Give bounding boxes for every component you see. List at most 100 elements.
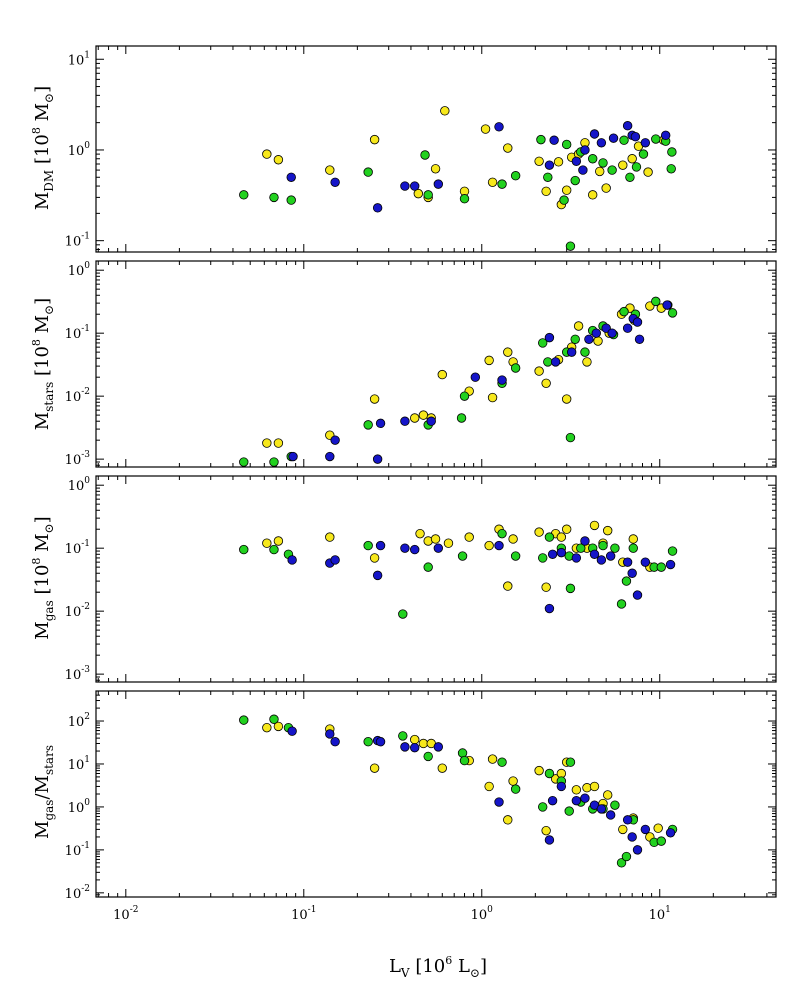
data-point [410, 544, 420, 555]
data-point [534, 366, 544, 376]
data-point [651, 296, 661, 307]
data-point [413, 188, 424, 199]
data-point [543, 172, 553, 182]
series-blue [286, 121, 671, 213]
data-point [534, 156, 544, 166]
x-tick-label: 10-2 [113, 905, 138, 923]
y-tick-label: 10-1 [65, 232, 90, 250]
data-point [410, 734, 420, 745]
data-point [325, 451, 335, 462]
data-point [487, 392, 498, 403]
y-tick-label: 10-2 [65, 602, 90, 620]
data-point [667, 147, 677, 157]
data-point [598, 540, 608, 551]
data-point [423, 190, 433, 200]
data-point [541, 825, 551, 836]
data-point [269, 544, 279, 555]
data-point [621, 851, 632, 862]
data-point [273, 438, 284, 448]
panel-ratio: 10-2 10-1 100 101 10-2 10-1 100 101 102 [65, 690, 777, 923]
data-point [565, 583, 576, 594]
data-point [415, 528, 425, 539]
data-point [400, 543, 410, 553]
data-point [372, 203, 383, 213]
data-point [595, 166, 605, 177]
y-axis-label-dm: MDM [108 M⊙] [30, 86, 56, 210]
data-point [638, 149, 649, 159]
data-point [433, 179, 444, 189]
data-point [547, 549, 558, 559]
data-point [459, 391, 470, 401]
data-point [536, 134, 546, 145]
data-point [369, 763, 380, 773]
data-point [643, 167, 653, 177]
series-green [239, 134, 677, 251]
data-point [544, 160, 555, 170]
data-point [561, 185, 572, 195]
data-point [464, 532, 474, 542]
panel-gas: 10-3 10-2 10-1 100 [65, 475, 777, 683]
data-point [667, 546, 678, 556]
plot-frame [95, 260, 777, 468]
data-point [587, 190, 598, 200]
data-point [570, 175, 580, 186]
data-point [262, 538, 272, 548]
data-point [544, 768, 555, 779]
data-point [653, 823, 663, 833]
data-point [497, 375, 507, 385]
data-point [239, 544, 249, 555]
data-point [239, 190, 249, 200]
data-point [508, 776, 518, 786]
data-point [543, 357, 553, 367]
data-point [625, 172, 635, 182]
data-point [470, 372, 481, 382]
data-point [628, 543, 638, 553]
data-point [410, 181, 420, 191]
y-axis-label-ratio: Mgas/Mstars [32, 745, 56, 839]
data-point [534, 765, 544, 776]
data-point [607, 165, 617, 175]
data-point [619, 135, 629, 145]
data-point [273, 155, 284, 165]
data-point [262, 438, 272, 448]
data-point [602, 790, 613, 800]
series-yellow [262, 106, 669, 210]
data-point [593, 336, 603, 346]
data-point [459, 755, 470, 766]
x-tick-label: 101 [649, 905, 671, 923]
data-point [457, 551, 468, 561]
data-point [287, 555, 297, 565]
data-point [601, 183, 611, 193]
data-point [480, 124, 491, 134]
data-point [497, 179, 507, 189]
data-point [538, 802, 548, 812]
data-point [400, 742, 410, 752]
data-point [640, 138, 651, 148]
data-point [598, 158, 608, 168]
data-point [510, 551, 521, 561]
data-point [484, 540, 494, 551]
data-point [565, 432, 576, 443]
data-point [622, 815, 633, 825]
data-point [433, 543, 444, 553]
y-axis-label-gas: Mgas [108 M⊙] [30, 516, 56, 639]
data-point [547, 795, 558, 806]
data-point [619, 306, 629, 317]
data-point [640, 557, 651, 567]
y-tick-label: 100 [68, 476, 91, 494]
data-point [544, 532, 555, 542]
data-point [269, 714, 279, 724]
data-point [363, 420, 373, 430]
data-point [375, 737, 386, 747]
data-point [503, 581, 513, 591]
data-point [510, 784, 521, 794]
data-point [286, 195, 296, 205]
data-point [287, 726, 297, 736]
data-point [589, 129, 600, 139]
data-point [510, 363, 521, 373]
data-point [621, 576, 632, 586]
data-point [584, 334, 594, 344]
data-point [556, 532, 567, 542]
data-point [433, 742, 444, 752]
